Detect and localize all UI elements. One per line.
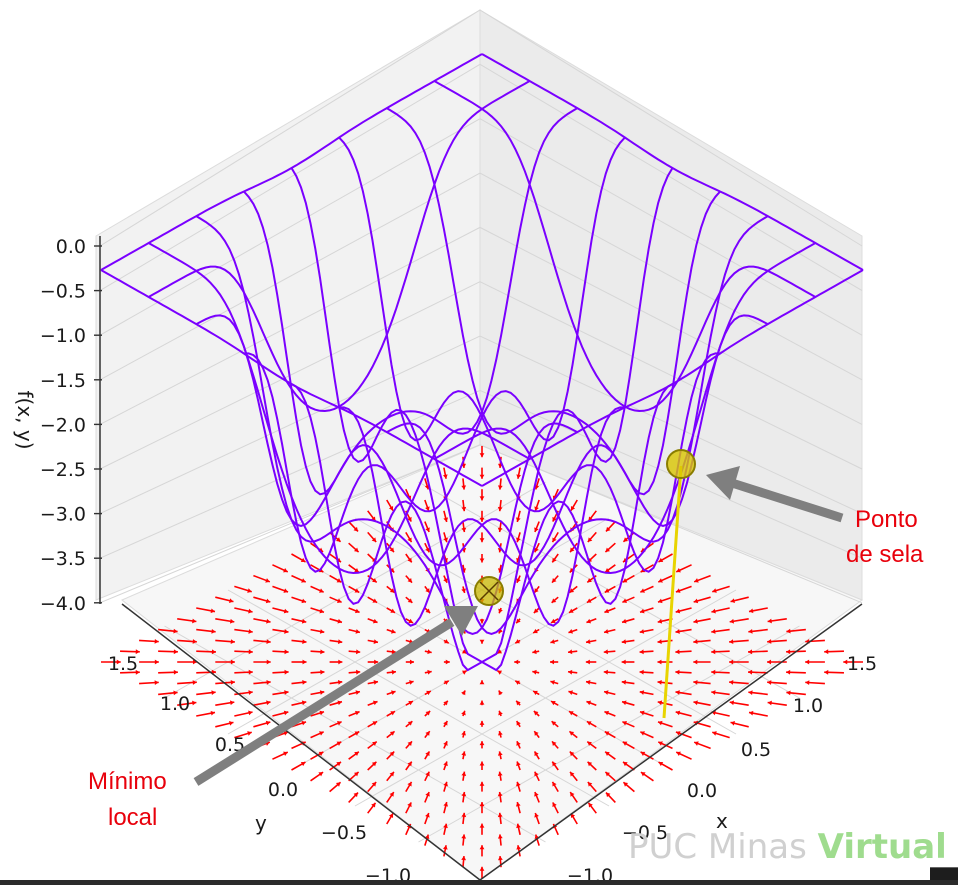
saddle-label-line2: de sela — [846, 541, 924, 568]
saddle-marker — [666, 449, 696, 479]
z-axis-label: f(x, y) — [13, 390, 37, 449]
x-tick-label: 0.0 — [687, 780, 717, 802]
z-tick-label: 0.0 — [56, 236, 86, 258]
z-tick-label: −1.5 — [40, 370, 86, 392]
x-tick-label: 0.5 — [741, 739, 771, 761]
y-tick-label: −0.5 — [321, 822, 367, 844]
y-axis-label: y — [255, 811, 267, 835]
z-tick-label: −3.0 — [40, 504, 86, 526]
z-tick-label: −2.5 — [40, 459, 86, 481]
minimum-label-line2: local — [108, 804, 157, 831]
pane-floor — [121, 444, 864, 881]
z-tick-label: −3.5 — [40, 548, 86, 570]
notification-thumb[interactable] — [930, 867, 958, 880]
z-tick-label: −4.0 — [40, 593, 86, 615]
z-tick-label: −0.5 — [40, 281, 86, 303]
x-tick-label: 1.5 — [847, 653, 877, 675]
watermark: PUC Minas Virtual — [628, 827, 947, 867]
saddle-drop-line — [662, 465, 683, 719]
wireframe-surface — [100, 53, 864, 672]
minimum-label-line1: Mínimo — [88, 768, 167, 795]
y-tick-label: 0.5 — [215, 734, 245, 756]
x-axis-label: x — [716, 809, 728, 833]
minimum-marker — [474, 576, 504, 606]
x-tick-label: −0.5 — [622, 822, 668, 844]
x-tick-label: 1.0 — [793, 695, 823, 717]
minimum-arrow — [193, 606, 478, 786]
watermark-part2: Virtual — [818, 827, 947, 867]
y-tick-label: 1.5 — [108, 653, 138, 675]
z-tick-label: −1.0 — [40, 325, 86, 347]
y-tick-label: 1.0 — [160, 693, 190, 715]
z-axis: 0.0 −0.5 −1.0 −1.5 −2.0 −2.5 −3.0 −3.5 −4.0 f(x,… — [13, 236, 102, 615]
taskbar — [0, 880, 958, 885]
z-tick-label: −2.0 — [40, 414, 86, 436]
y-tick-label: 0.0 — [268, 779, 298, 801]
watermark-part1: PUC Minas — [628, 827, 818, 867]
gradient-field — [101, 446, 863, 878]
saddle-label-line1: Ponto — [855, 506, 918, 533]
saddle-arrow — [706, 466, 844, 523]
